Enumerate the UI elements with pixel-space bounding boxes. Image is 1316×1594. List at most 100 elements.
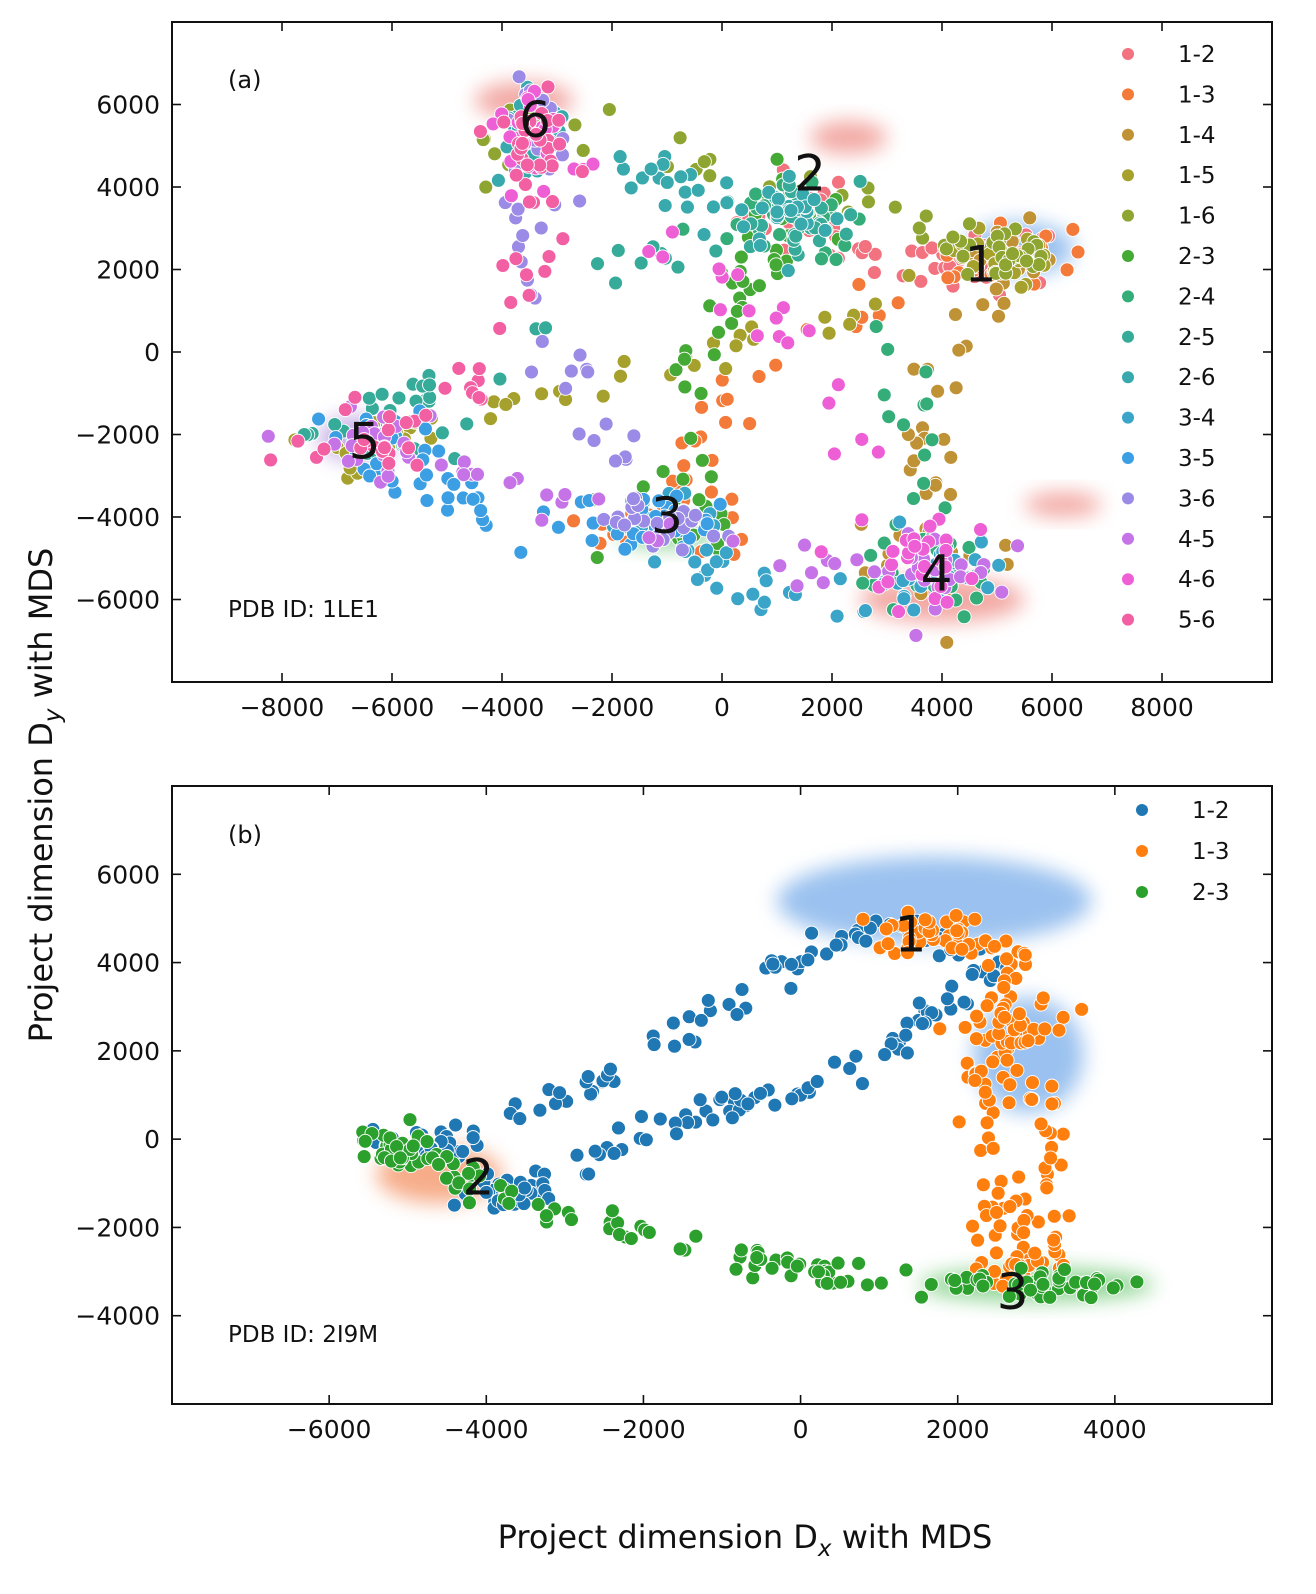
point-1-2 (667, 1038, 682, 1054)
point-4-6 (813, 544, 829, 560)
point-1-3 (1037, 1021, 1053, 1037)
point-1-3 (987, 938, 1002, 954)
point-3-4 (758, 573, 774, 589)
point-1-3 (1024, 1092, 1040, 1107)
point-1-2 (705, 1112, 721, 1128)
point-1-3 (988, 1245, 1004, 1261)
point-1-3 (1070, 244, 1086, 260)
point-1-2 (512, 1111, 528, 1127)
point-1-6 (487, 146, 503, 162)
point-1-5 (821, 325, 837, 341)
point-2-3 (677, 379, 693, 395)
point-2-4 (863, 547, 879, 563)
point-2-4 (880, 341, 896, 357)
point-1-3 (878, 921, 894, 937)
point-1-3 (1044, 1096, 1060, 1112)
point-1-3 (1051, 1022, 1067, 1038)
point-4-6 (939, 594, 955, 610)
point-1-3 (1002, 1077, 1018, 1093)
point-2-3 (769, 151, 785, 167)
point-1-3 (979, 1115, 995, 1131)
point-1-2 (734, 982, 750, 997)
point-5-6 (492, 320, 508, 336)
point-2-4 (855, 575, 871, 591)
point-2-5 (670, 259, 686, 275)
point-1-3 (940, 270, 956, 286)
state-labels-a: 1 2 3 4 5 6 (349, 91, 997, 603)
point-5-6 (347, 389, 363, 405)
point-1-3 (1039, 1180, 1055, 1196)
point-1-6 (1031, 257, 1047, 273)
state-label: 2 (794, 145, 826, 203)
point-2-6 (659, 174, 675, 190)
point-2-3 (706, 347, 722, 363)
point-1-6 (1019, 253, 1034, 269)
point-2-3 (703, 469, 719, 485)
point-2-3 (683, 430, 699, 446)
point-1-2 (681, 1032, 697, 1047)
point-3-5 (699, 516, 715, 532)
point-5-6 (401, 440, 417, 456)
legend-label: 2-3 (1178, 244, 1216, 270)
point-1-3 (1011, 1169, 1027, 1185)
point-2-3 (975, 1278, 991, 1294)
point-4-5 (641, 530, 657, 546)
legend-marker (1122, 88, 1134, 101)
point-4-5 (534, 512, 550, 528)
legend-marker (1122, 128, 1134, 141)
point-4-6 (741, 303, 757, 319)
density-region (1024, 492, 1102, 517)
point-3-5 (712, 496, 728, 512)
point-2-4 (916, 475, 932, 491)
point-1-3 (990, 1185, 1006, 1201)
point-2-3 (356, 1149, 372, 1165)
point-2-6 (719, 175, 735, 191)
point-2-3 (675, 471, 691, 487)
point-5-6 (398, 415, 414, 431)
point-2-3 (1023, 1282, 1038, 1298)
point-3-6 (510, 201, 526, 217)
point-1-3 (968, 1031, 984, 1047)
point-4-6 (801, 323, 817, 339)
point-1-4 (943, 449, 959, 465)
point-1-2 (877, 1047, 893, 1063)
point-4-5 (260, 428, 276, 444)
point-2-6 (719, 195, 735, 211)
point-4-5 (797, 537, 813, 553)
point-2-5 (838, 226, 854, 242)
point-2-5 (492, 371, 508, 387)
point-4-5 (380, 468, 396, 484)
point-3-6 (563, 363, 579, 379)
point-1-3 (1011, 1006, 1027, 1022)
point-1-3 (1001, 1095, 1017, 1111)
point-3-6 (515, 228, 531, 243)
point-1-2 (784, 1091, 800, 1107)
y-axis-label: Project dimension Dy with MDS (22, 548, 66, 1043)
point-3-4 (991, 557, 1007, 573)
point-1-5 (498, 397, 514, 412)
point-1-3 (719, 391, 735, 407)
point-3-5 (440, 490, 456, 506)
point-4-6 (938, 542, 954, 558)
point-1-2 (866, 265, 882, 280)
point-1-6 (887, 199, 903, 215)
point-5-6 (471, 361, 487, 377)
point-5-6 (541, 249, 557, 264)
point-2-3 (688, 1228, 704, 1244)
point-1-3 (1046, 1208, 1062, 1224)
point-1-3 (900, 945, 916, 961)
point-5-6 (544, 158, 560, 174)
point-5-6 (514, 135, 530, 151)
point-1-2 (669, 1126, 684, 1142)
point-1-3 (917, 912, 933, 928)
point-4-6 (655, 249, 671, 265)
point-2-5 (590, 256, 605, 272)
point-2-6 (793, 216, 809, 232)
ticks-a: −8000 −6000 −4000 −2000 0 2000 4000 6000 8000 −60… (75, 22, 1272, 722)
point-1-2 (446, 1197, 462, 1213)
x-axis-label: Project dimension Dx with MDS (498, 1518, 993, 1562)
point-2-5 (708, 243, 724, 259)
point-2-3 (1035, 1276, 1051, 1292)
point-5-6 (515, 115, 531, 131)
point-5-6 (517, 177, 533, 192)
